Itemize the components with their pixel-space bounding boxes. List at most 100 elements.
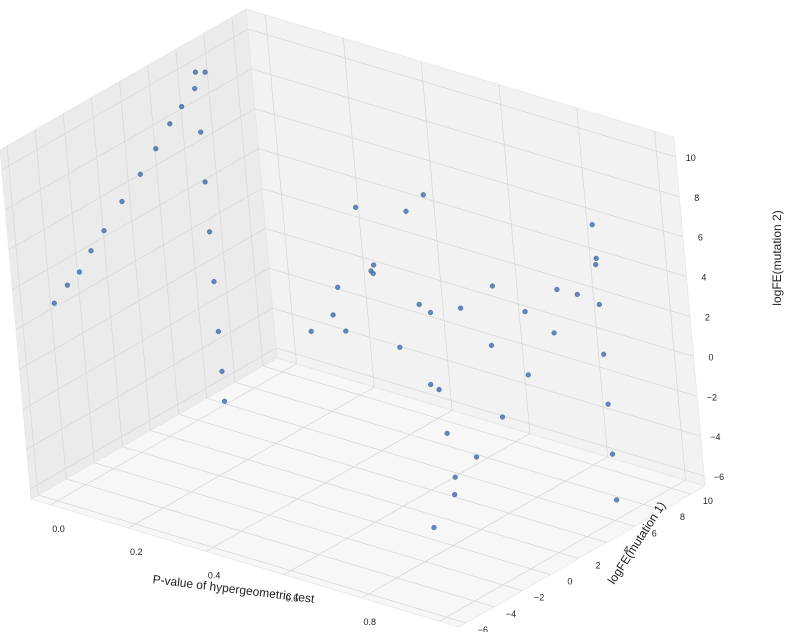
y-tick-label: −4 [506,609,516,619]
grid-line-z-left [29,347,277,490]
grid-line-z-back [247,28,676,158]
data-point [51,300,57,306]
data-point [428,381,434,388]
grid-line-z-back [265,227,694,357]
grid-line-x-floor [361,456,608,599]
x-tick-label: 0.4 [208,570,221,580]
grid-line-z-back [251,68,680,198]
x-tick-label: 0.2 [130,547,143,557]
grid-line-y-left [34,129,67,479]
grid-line-y-floor [94,462,523,592]
grid-line-x-floor [205,410,453,552]
grid-line-y-floor [37,494,467,624]
data-point [202,179,208,185]
y-tick-label: 6 [652,528,657,538]
data-point [593,255,599,262]
data-point [488,342,495,349]
z-tick-label: −6 [714,472,724,482]
data-point [431,524,437,531]
grid-line-z-left [19,228,266,370]
grid-line-y-floor [262,365,692,495]
data-point [489,283,496,289]
data-point [88,248,94,254]
grid-line-z-left [5,68,252,211]
y-tick-label: 2 [595,561,600,571]
z-tick-label: −4 [710,432,720,442]
z-tick-label: −2 [707,392,717,402]
x-tick-label: 0.0 [52,524,65,534]
grid-line-z-left [15,188,263,330]
data-point [613,497,620,503]
grid-line-z-left [26,307,273,450]
grid-line-z-left [22,267,270,410]
grid-line-y-left [203,33,236,383]
data-point [397,344,403,350]
data-point [167,121,173,127]
data-point [554,286,560,293]
grid-line-y-floor [178,414,607,543]
data-point [343,328,349,334]
z-tick-label: 8 [694,193,699,203]
chart-panes [0,8,707,628]
grid-line-x-back [342,38,375,388]
data-point [525,372,531,378]
chart-grid [1,14,705,624]
data-point [179,103,185,110]
z-tick-label: 0 [708,352,713,362]
data-point [101,228,107,234]
data-point [593,262,599,268]
data-point [211,279,217,285]
grid-line-x-floor [50,363,297,506]
z-tick-label: 2 [705,312,710,322]
grid-line-x-floor [128,386,375,529]
grid-line-x-back [654,131,686,481]
data-point [522,309,528,315]
data-point [308,328,314,335]
grid-line-x-back [420,61,453,411]
grid-line-x-back [576,107,609,457]
data-point [335,284,341,290]
data-point [222,398,228,404]
data-point [368,268,374,274]
chart-points [51,69,620,531]
grid-line-x-floor [439,479,686,622]
data-point [403,208,409,214]
grid-line-z-back [268,267,698,397]
data-point [452,492,458,498]
data-point [452,474,458,480]
data-point [574,291,580,298]
data-point [605,401,611,407]
grid-line-y-floor [234,381,663,511]
data-point [499,414,506,420]
x-tick-label: 0.6 [286,594,299,604]
data-point [215,328,222,335]
data-point [589,222,595,228]
grid-line-y-left [147,65,179,415]
data-point [119,198,125,205]
grid-line-z-left [12,148,259,290]
grid-line-x-back [265,14,297,364]
x-tick-label: 0.8 [363,617,376,627]
data-point [473,454,480,460]
y-tick-label: 10 [703,496,713,506]
data-point [420,192,426,198]
grid-line-y-left [90,97,123,447]
x-axis-title: P-value of hypergeometric test [152,572,316,606]
data-point [192,69,199,75]
data-point [436,387,442,393]
grid-line-x-floor [283,433,531,575]
data-point [458,305,464,311]
data-point [137,171,143,177]
y-tick-label: 0 [567,577,572,587]
grid-line-x-back [498,84,531,434]
grid-line-z-back [254,108,683,238]
data-point [207,229,213,235]
data-point [551,330,557,336]
data-point [198,129,204,135]
data-point [219,368,225,375]
grid-line-y-floor [150,430,579,559]
grid-line-z-back [258,148,687,277]
data-point [416,301,422,308]
data-point [76,269,83,275]
